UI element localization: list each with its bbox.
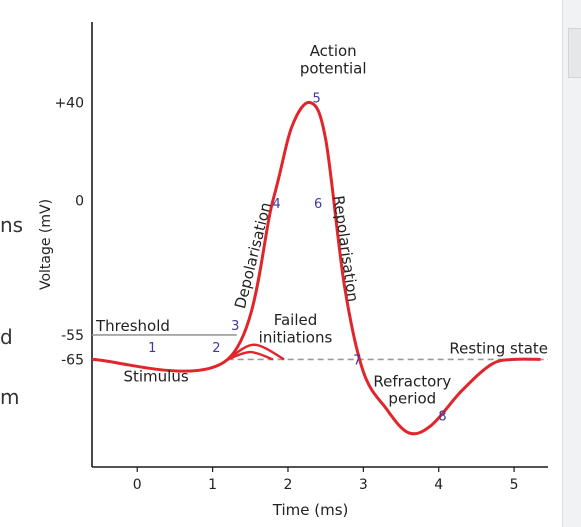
point-label-6: 6 <box>314 197 322 212</box>
page-fragment-2: d <box>0 325 13 349</box>
resting-label: Resting state <box>449 339 548 357</box>
action-potential-curve <box>91 100 541 436</box>
x-tick-label: 3 <box>359 477 368 493</box>
failed-initiations-label-line2: initiations <box>259 328 333 346</box>
x-tick-label: 4 <box>434 477 443 493</box>
action-potential-label-line2: potential <box>300 59 367 77</box>
x-axis-title: Time (ms) <box>272 501 349 519</box>
y-tick-label: 0 <box>75 193 84 209</box>
failed-initiations-label-line1: Failed <box>274 311 318 329</box>
refractory-label-line1: Refractory <box>373 372 451 390</box>
reference-lines: Threshold Resting state <box>92 317 548 361</box>
point-label-8: 8 <box>438 410 446 425</box>
y-tick-label: +40 <box>54 96 84 112</box>
threshold-label: Threshold <box>95 317 170 335</box>
action-potential-label-line1: Action <box>310 42 357 60</box>
series-curves <box>91 100 541 436</box>
stimulus-label: Stimulus <box>123 367 188 385</box>
repolarisation-label: Repolarisation <box>329 194 362 303</box>
x-tick-label: 2 <box>284 477 293 493</box>
x-tick-label: 0 <box>133 477 142 493</box>
x-tick-label: 5 <box>510 477 519 493</box>
page-fragment-3: m <box>0 385 20 409</box>
panel-tab <box>568 28 581 78</box>
side-panel-edge <box>562 0 581 527</box>
point-label-3: 3 <box>231 319 239 334</box>
y-axis-title: Voltage (mV) <box>38 199 54 290</box>
y-tick-label: -65 <box>61 352 84 368</box>
depolarisation-label: Depolarisation <box>231 200 275 310</box>
page-fragment-1: ns <box>0 213 24 237</box>
refractory-label-line2: period <box>388 389 436 407</box>
point-label-4: 4 <box>273 197 281 212</box>
point-label-2: 2 <box>212 341 220 356</box>
point-label-1: 1 <box>148 341 156 356</box>
point-label-7: 7 <box>353 353 361 368</box>
point-label-5: 5 <box>312 92 320 107</box>
y-tick-label: -55 <box>61 328 84 344</box>
axes <box>91 22 548 468</box>
x-tick-label: 1 <box>208 477 217 493</box>
